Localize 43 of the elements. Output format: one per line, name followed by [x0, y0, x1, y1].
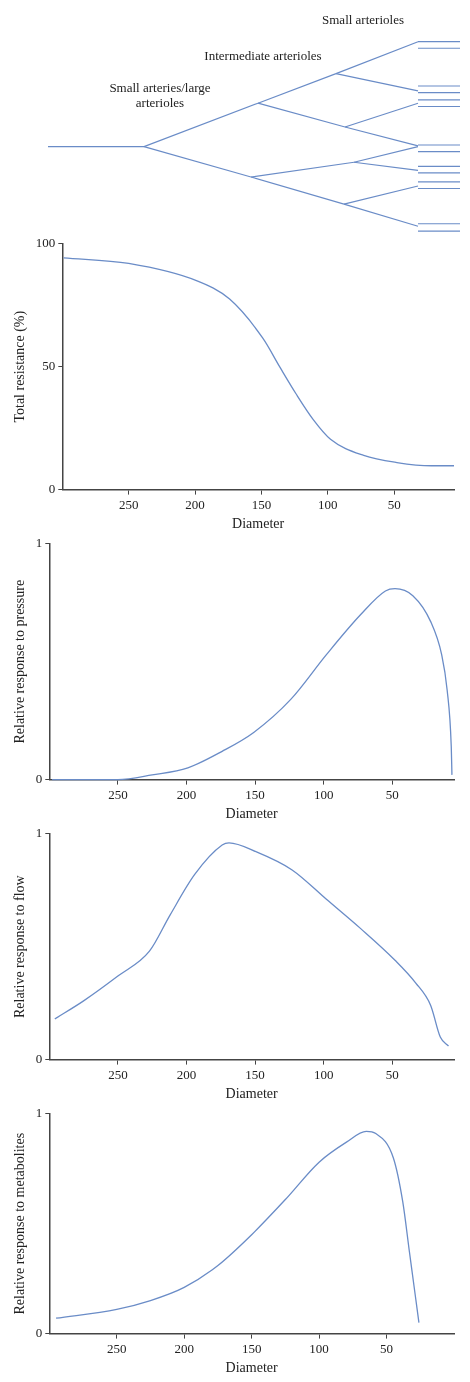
y-tick-label: 0	[35, 771, 43, 787]
x-tick-label: 250	[118, 496, 139, 512]
x-tick-label: 50	[387, 496, 401, 512]
x-tick-label: 50	[385, 786, 399, 802]
x-tick-label: 200	[174, 1340, 194, 1356]
x-tick-label: 50	[380, 1340, 394, 1356]
y-axis-title: Total resistance (%)	[12, 310, 29, 423]
y-axis-title: Relative response to pressure	[12, 579, 28, 744]
y-axis-title: Relative response to metabolites	[12, 1132, 28, 1315]
x-tick-label: 150	[245, 1066, 265, 1082]
x-tick-label: 150	[251, 496, 272, 512]
x-axis-title: Diameter	[225, 806, 279, 822]
x-axis-title: Diameter	[225, 1086, 279, 1102]
y-axis-title: Relative response to flow	[12, 874, 28, 1019]
x-tick-label: 150	[245, 786, 265, 802]
x-tick-label: 100	[313, 1066, 334, 1082]
x-tick-label: 250	[108, 1066, 128, 1082]
x-tick-label: 100	[309, 1340, 329, 1356]
x-tick-label: 50	[385, 1066, 399, 1082]
text: Small arterioles	[321, 12, 405, 27]
x-tick-label: 250	[107, 1340, 127, 1356]
y-tick-label: 0	[35, 1325, 43, 1341]
line-series	[55, 1130, 420, 1324]
y-tick-label: 1	[35, 535, 43, 551]
y-tick-label: 0	[48, 481, 56, 497]
text: Intermediate arterioles	[203, 48, 323, 63]
x-axis-title: Diameter	[232, 516, 285, 532]
y-tick-label: 50	[42, 358, 56, 374]
y-tick-label: 0	[35, 1051, 43, 1067]
text: Small arteries/large arterioles	[108, 80, 212, 110]
x-tick-label: 150	[241, 1340, 262, 1356]
x-tick-label: 100	[318, 496, 338, 512]
x-tick-label: 200	[176, 1066, 197, 1082]
y-tick-label: 1	[35, 1105, 43, 1121]
x-axis-title: Diameter	[225, 1360, 279, 1376]
x-tick-label: 200	[176, 786, 197, 802]
line-series	[62, 257, 455, 467]
line-series	[54, 842, 450, 1047]
y-tick-label: 100	[35, 235, 56, 251]
x-tick-label: 200	[185, 496, 205, 512]
y-tick-label: 1	[35, 825, 43, 841]
x-tick-label: 250	[108, 786, 128, 802]
x-tick-label: 100	[313, 786, 334, 802]
